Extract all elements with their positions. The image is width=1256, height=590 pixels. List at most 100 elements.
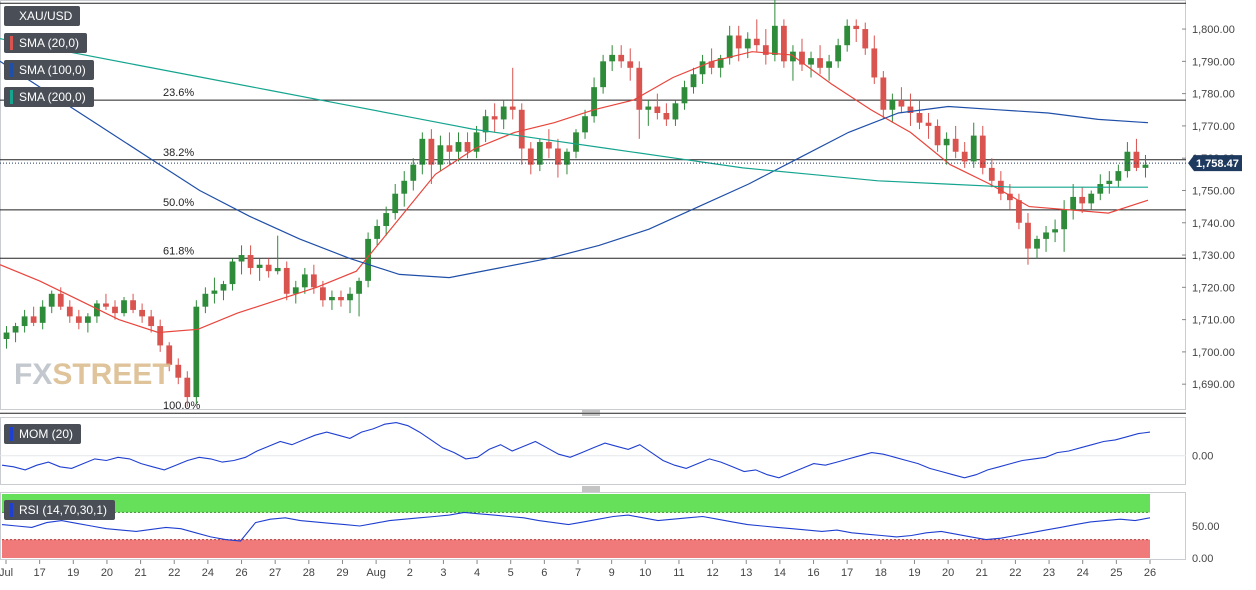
candle-body [681, 87, 688, 104]
legend-symbol[interactable]: XAU/USD [4, 6, 81, 26]
candle-body [356, 280, 362, 294]
candle-body [943, 138, 950, 146]
legend-sma200[interactable]: SMA (200,0) [4, 87, 94, 107]
candle-body [1106, 180, 1113, 185]
candle-body [238, 255, 245, 262]
legend-mom-label: MOM (20) [19, 427, 73, 441]
candle-body [609, 54, 616, 62]
x-tick-label: 20 [101, 567, 113, 579]
candle-body [265, 264, 272, 272]
y-tick-label: 1,780.00 [1192, 89, 1235, 101]
fib-label: 61.8% [163, 245, 194, 257]
x-tick-label: 28 [303, 567, 315, 579]
legend-mom[interactable]: MOM (20) [4, 424, 81, 444]
x-tick-label: 19 [908, 567, 920, 579]
candle-body [121, 300, 127, 314]
candle-body [274, 267, 281, 272]
candle-body [473, 132, 480, 152]
y-tick-label: 1,690.00 [1192, 379, 1235, 391]
candle-body [338, 297, 344, 301]
x-tick-label: Jul [0, 567, 13, 579]
candle-body [75, 316, 82, 323]
candle-body [130, 300, 136, 310]
candle-body [1088, 193, 1095, 204]
candle-body [84, 316, 91, 323]
candle-body [1133, 151, 1140, 168]
candle-body [500, 106, 507, 120]
y-tick-label: 1,740.00 [1192, 218, 1235, 230]
legend-symbol-label: XAU/USD [19, 9, 73, 23]
candle-body [419, 138, 426, 165]
candle-body [997, 180, 1004, 194]
sma20-line [0, 51, 1149, 334]
candle-body [708, 61, 715, 68]
candle-body [636, 67, 643, 110]
candle-body [1016, 200, 1022, 223]
candle-body [3, 332, 10, 339]
candle-body [753, 38, 760, 46]
legend-rsi-label: RSI (14,70,30,1) [19, 503, 108, 517]
legend-sma100-label: SMA (100,0) [19, 63, 86, 77]
candle-body [663, 112, 670, 120]
legend-sma100-swatch [10, 63, 13, 77]
candle-body [600, 61, 607, 88]
candle-body [66, 306, 73, 317]
candle-body [618, 54, 625, 62]
candle-body [844, 25, 851, 46]
rsi-tick-label: 0.00 [1192, 553, 1213, 565]
candle-body [961, 151, 968, 162]
candle-body [1034, 238, 1040, 249]
candle-body [925, 122, 932, 126]
x-tick-label: 21 [976, 567, 988, 579]
legend-sma20[interactable]: SMA (20,0) [4, 33, 88, 53]
candle-body [645, 106, 652, 110]
candle-body [320, 287, 326, 301]
candle-body [94, 303, 100, 317]
candle-body [1124, 151, 1131, 172]
candle-body [907, 106, 914, 113]
candle-body [365, 238, 371, 281]
candle-body [518, 109, 525, 149]
candle-body [762, 45, 769, 55]
candle-body [103, 303, 109, 307]
x-tick-label: 24 [1077, 567, 1089, 579]
x-tick-label: 25 [1110, 567, 1122, 579]
candle-body [880, 77, 887, 110]
fib-label: 0.0% [163, 0, 188, 2]
legend-sma100[interactable]: SMA (100,0) [4, 60, 94, 80]
candle-body [744, 38, 751, 49]
candle-body [292, 287, 299, 294]
candle-body [536, 142, 543, 165]
mom-line [1, 422, 1151, 479]
legend-sma200-swatch [10, 90, 13, 104]
candle-body [591, 87, 597, 117]
candle-body [48, 293, 55, 307]
legend-rsi-swatch [10, 503, 13, 517]
candle-body [717, 58, 724, 68]
x-tick-label: 26 [235, 567, 247, 579]
legend-rsi[interactable]: RSI (14,70,30,1) [4, 500, 116, 520]
candle-body [392, 193, 399, 214]
x-tick-label: 11 [673, 567, 684, 579]
candle-body [853, 25, 860, 30]
candle-body [509, 106, 516, 110]
candle-body [654, 106, 661, 113]
fib-label: 23.6% [163, 87, 194, 99]
candle-body [401, 180, 408, 194]
legend-sma20-swatch [10, 36, 13, 50]
last-price-label: 1,758.47 [1196, 158, 1239, 170]
y-tick-label: 1,790.00 [1192, 56, 1235, 68]
candle-body [383, 213, 390, 226]
x-tick-label: 29 [336, 567, 348, 579]
candle-body [817, 58, 823, 68]
candle-body [871, 48, 878, 78]
candle-body [934, 125, 941, 146]
candle-body [329, 297, 335, 301]
y-tick-label: 1,720.00 [1192, 282, 1235, 294]
candle-body [988, 167, 995, 181]
candle-body [1115, 171, 1122, 181]
candle-body [582, 116, 588, 133]
candle-body [726, 35, 733, 59]
x-tick-label: 7 [575, 567, 581, 579]
